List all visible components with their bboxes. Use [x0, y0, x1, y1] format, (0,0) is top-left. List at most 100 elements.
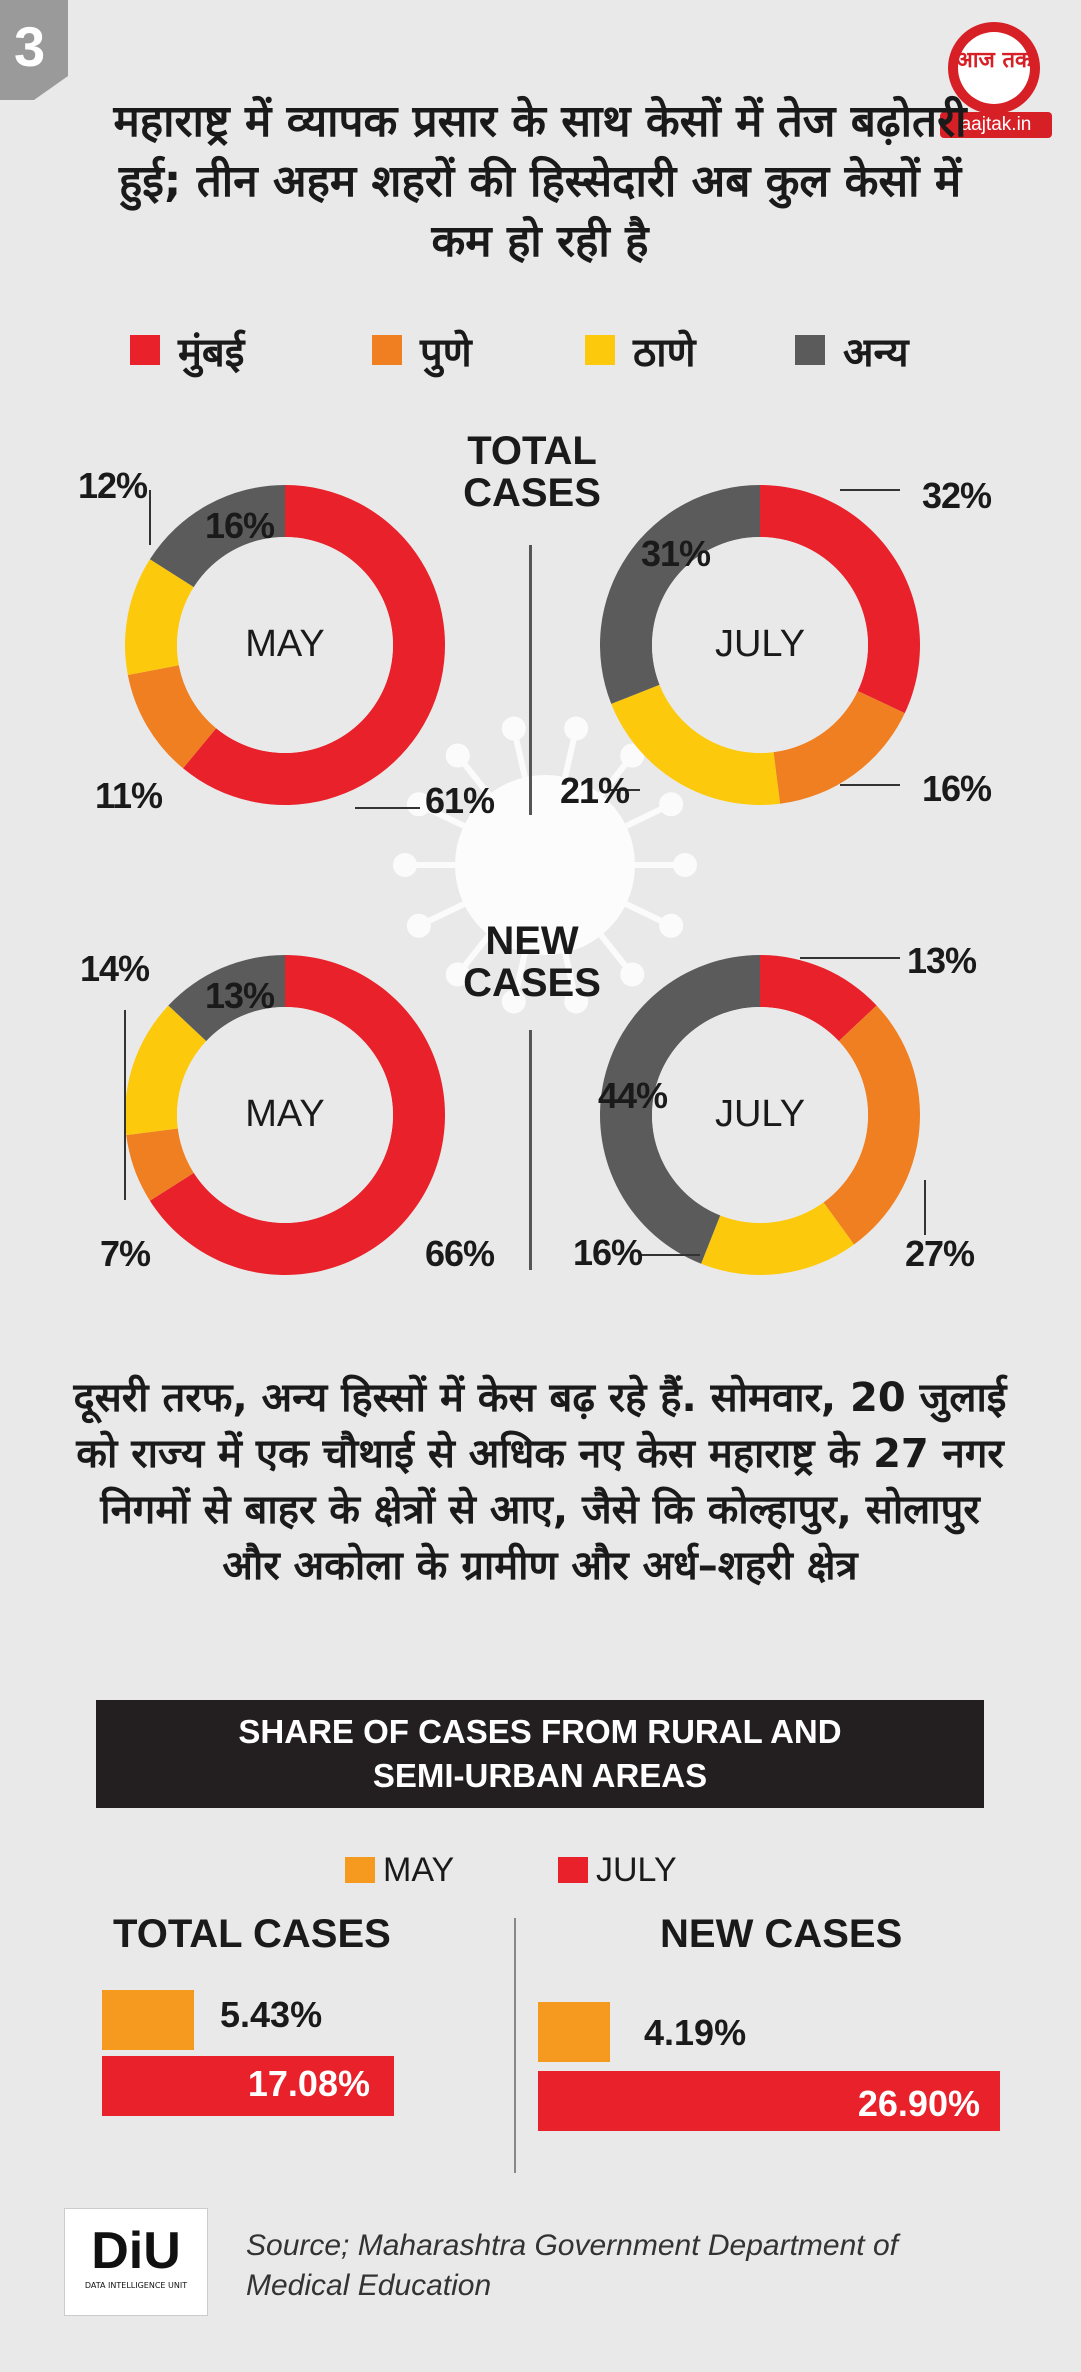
pie-value-label: 16% [922, 768, 992, 809]
pie-value-label: 61% [425, 780, 495, 821]
pie-slice-mumbai [760, 485, 920, 714]
banner-text: SHARE OF CASES FROM RURAL AND SEMI-URBAN… [238, 1713, 842, 1794]
bar-value-label: 4.19% [644, 2012, 747, 2053]
page-number-badge [0, 0, 68, 100]
pie-slice-other [600, 485, 760, 704]
pie-center-label: JULY [714, 1093, 806, 1135]
pie-slice-thane [125, 1005, 207, 1136]
bar-value-label: 5.43% [220, 1994, 323, 2035]
pie-slice-pune [126, 1128, 194, 1201]
headline: महाराष्ट्र में व्यापक प्रसार के साथ केसो… [113, 96, 967, 267]
virus-spike-tip [501, 989, 526, 1014]
bar-value-label: 17.08% [247, 2063, 370, 2104]
diu-logo-subtext: DATA INTELLIGENCE UNIT [84, 2281, 188, 2290]
pie-total-may [125, 485, 446, 805]
bar-chart-title: NEW CASES [660, 1912, 903, 1956]
pie-slice-pune [773, 690, 905, 804]
pie-new-may [125, 955, 445, 1275]
divider [529, 545, 532, 815]
pie-value-label: 12% [78, 465, 148, 506]
pie-center-label: MAY [245, 1093, 325, 1135]
legend-label: ठाणे [633, 329, 696, 376]
bar-new-july [538, 2071, 1000, 2131]
pie-slice-other [599, 955, 760, 1264]
divider [514, 1918, 516, 2173]
pie-value-label: 11% [95, 775, 163, 816]
pie-value-label: 7% [100, 1233, 151, 1274]
pie-total-july [600, 485, 920, 805]
legend-item-may: MAY [345, 1848, 454, 1892]
legend-label: पुणे [420, 329, 472, 376]
legend-item-mumbai: मुंबई [130, 325, 245, 376]
bar-new-may [538, 2002, 610, 2062]
virus-spike-tip [445, 743, 470, 768]
pie-value-label: 13% [907, 940, 977, 981]
pie-value-label: 32% [922, 475, 992, 516]
virus-spike-tip [564, 989, 589, 1014]
pie-slice-thane [125, 559, 194, 675]
logo-text: आज तक [956, 48, 1032, 73]
virus-decoration [393, 716, 697, 1014]
pie-slice-pune [127, 665, 217, 769]
section-banner: SHARE OF CASES FROM RURAL AND SEMI-URBAN… [96, 1700, 984, 1808]
virus-spike-tip [406, 913, 431, 938]
virus-spike-tip [445, 962, 470, 987]
pie-value-label: 16% [573, 1232, 643, 1273]
pie-value-label: 44% [598, 1075, 668, 1116]
page-number: 3 [14, 15, 46, 78]
bar-total-july [102, 2056, 394, 2116]
pie-new-july [599, 955, 920, 1275]
legend-label: अन्य [843, 329, 909, 376]
bar-total-may [102, 1990, 194, 2050]
pie-hole [652, 1007, 868, 1223]
virus-spike-tip [659, 792, 684, 817]
pie-slice-mumbai [149, 955, 445, 1275]
legend-item-july: JULY [558, 1848, 677, 1892]
pie-slice-other [168, 955, 285, 1042]
source-note: Source; Maharashtra Government Departmen… [246, 2229, 898, 2302]
legend-swatch [795, 335, 825, 365]
legend-label: मुंबई [178, 329, 245, 376]
virus-spike-tip [620, 962, 645, 987]
logo-site: aajtak.in [940, 112, 1052, 138]
section-title-total: TOTAL CASES [463, 429, 601, 515]
aajtak-logo [948, 22, 1040, 114]
legend-item-pune: पुणे [372, 325, 472, 376]
pie-center-label: JULY [714, 623, 806, 665]
pie-slice-thane [611, 684, 781, 805]
pie-value-label: 16% [205, 505, 275, 546]
pie-slice-pune [823, 1005, 920, 1245]
diu-logo: DiU DATA INTELLIGENCE UNIT [64, 2208, 208, 2316]
legend-swatch [558, 1857, 588, 1883]
bar-chart-title: TOTAL CASES [113, 1912, 391, 1956]
bar-value-label: 26.90% [857, 2083, 980, 2124]
divider [529, 1030, 532, 1270]
legend-swatch [372, 335, 402, 365]
pie-value-label: 14% [80, 948, 150, 989]
legend-swatch [585, 335, 615, 365]
legend-item-other: अन्य [795, 325, 909, 376]
legend-swatch [345, 1857, 375, 1883]
virus-spike-tip [501, 716, 526, 741]
legend-item-thane: ठाणे [585, 325, 696, 376]
virus-spike-tip [673, 853, 697, 877]
virus-spike-tip [564, 716, 589, 741]
pie-slice-thane [701, 1202, 855, 1275]
pie-value-label: 66% [425, 1233, 495, 1274]
pie-value-label: 27% [905, 1233, 975, 1274]
pie-value-label: 21% [560, 770, 630, 811]
pie-hole [652, 537, 868, 753]
pie-slice-other [149, 485, 285, 588]
leader-lines [124, 489, 926, 1256]
pie-slice-mumbai [183, 485, 446, 805]
pie-value-label: 13% [205, 975, 275, 1016]
legend-swatch [130, 335, 160, 365]
diu-logo-text: DiU [91, 2222, 181, 2280]
legend-label: MAY [383, 1850, 455, 1889]
virus-spike-tip [393, 853, 417, 877]
pie-slice-mumbai [760, 955, 877, 1042]
body-paragraph: दूसरी तरफ, अन्य हिस्सों में केस बढ़ रहे … [73, 1375, 1007, 1589]
pie-value-label: 31% [641, 533, 711, 574]
pie-center-label: MAY [245, 623, 325, 665]
pie-hole [177, 1007, 393, 1223]
